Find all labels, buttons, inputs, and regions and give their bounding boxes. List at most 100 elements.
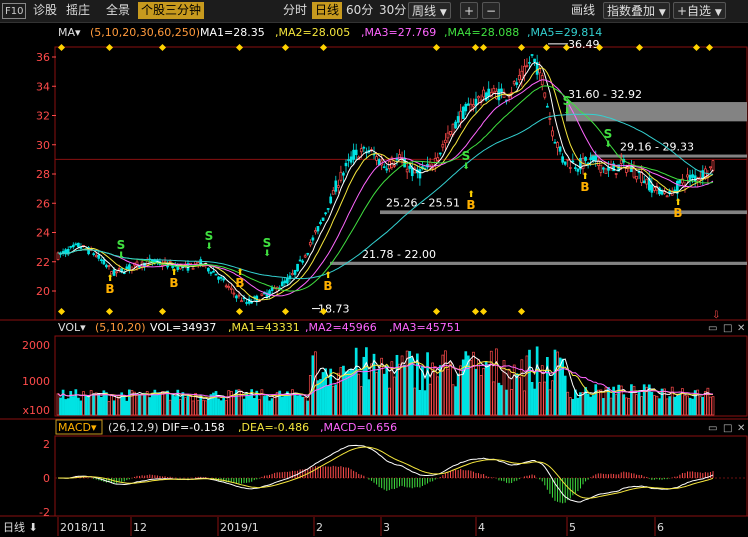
index-overlay-button[interactable]: 指数叠加 ▼ (603, 2, 670, 19)
vol-ma1-value: ,MA1=43331 (228, 321, 300, 334)
close-icon[interactable]: ✕ (737, 423, 745, 434)
volume-bar (584, 387, 587, 416)
volume-bar (574, 389, 577, 416)
volume-bar (382, 373, 386, 416)
candle-body (515, 82, 519, 85)
f10-button[interactable]: F10 (2, 3, 27, 19)
volume-bar (61, 389, 65, 416)
candle-body (579, 157, 582, 170)
add-watchlist-button[interactable]: +自选 ▼ (673, 2, 726, 19)
volume-tick-label: 2000 (22, 339, 50, 352)
volume-bar (497, 382, 501, 416)
candle-body (444, 139, 447, 144)
zoom-in-button[interactable]: + (460, 2, 478, 19)
volume-bar (219, 400, 223, 416)
ma-params: (5,10,20,30,60,250) (90, 26, 200, 39)
volume-bar (314, 351, 317, 416)
panorama-button[interactable]: 全景 (106, 3, 131, 17)
tab-daily[interactable]: 日线 (312, 2, 343, 19)
volume-bar (319, 379, 322, 416)
volume-bar (204, 400, 208, 416)
event-diamond-marker (235, 43, 244, 52)
candle-body (438, 152, 442, 155)
candle-body (311, 237, 315, 241)
volume-bar (607, 387, 610, 416)
event-diamond-marker (105, 43, 114, 52)
macd-label[interactable]: MACD▾ (58, 421, 97, 434)
ma5-value: ,MA5=29.814 (527, 26, 602, 39)
volume-bar (385, 365, 389, 416)
dealer-button[interactable]: 摇庄 (66, 3, 91, 17)
maximize-icon[interactable]: □ (723, 323, 732, 334)
draw-line-button[interactable]: 画线 (571, 3, 596, 17)
candle-body (624, 168, 628, 173)
dea-line (58, 446, 714, 499)
candle-body (548, 118, 552, 120)
volume-bar (454, 386, 457, 416)
volume-bar (377, 368, 381, 416)
maximize-icon[interactable]: □ (723, 423, 732, 434)
event-diamond-marker (635, 43, 644, 52)
buy-signal-arrow: ⬆ (324, 271, 332, 281)
volume-bar (87, 396, 90, 416)
volume-bar (321, 372, 325, 416)
candle-body (482, 89, 485, 98)
volume-bar (252, 398, 256, 416)
panel-menu-icon[interactable]: ▭ (708, 423, 717, 434)
volume-bar (161, 391, 164, 416)
candle-body (321, 217, 325, 221)
candle-body (314, 230, 317, 233)
weekly-label: 周线 (412, 4, 437, 18)
volume-bar (540, 365, 544, 416)
volume-bar (548, 389, 552, 416)
tab-30min[interactable]: 30分 (379, 3, 407, 17)
tab-60min[interactable]: 60分 (346, 3, 374, 17)
buy-signal-label: B (169, 276, 178, 290)
volume-bar (619, 385, 623, 416)
candle-body (390, 157, 394, 168)
candle-body (619, 159, 623, 165)
volume-bar (456, 373, 460, 416)
event-diamond-marker (57, 307, 66, 316)
volume-bar (247, 394, 251, 416)
dif-value: DIF=-0.158 (162, 421, 225, 434)
volume-bar (156, 392, 159, 416)
buy-signal-arrow: ⬆ (236, 268, 244, 278)
vol-label[interactable]: VOL▾ (58, 321, 86, 334)
candle-body (301, 260, 305, 263)
candle-body (436, 157, 440, 161)
candle-body (212, 270, 215, 273)
ma-label[interactable]: MA▾ (58, 26, 81, 39)
candle-body (441, 144, 445, 148)
volume-bar (196, 400, 200, 416)
buy-signal-label: B (673, 206, 682, 220)
volume-bar (673, 396, 677, 416)
zoom-out-button[interactable]: − (482, 2, 500, 19)
volume-bar (283, 394, 287, 416)
dif-line (57, 444, 714, 503)
volume-bar (609, 397, 613, 416)
candle-body (408, 165, 412, 169)
tab-weekly[interactable]: 周线 ▼ (408, 2, 451, 19)
volume-bar (263, 396, 266, 416)
candle-body (288, 275, 292, 280)
volume-bar (255, 390, 259, 416)
candle-body (296, 263, 299, 272)
candle-body (291, 273, 294, 276)
volume-bar (704, 391, 707, 416)
panel-menu-icon[interactable]: ▭ (708, 323, 717, 334)
tab-intraday[interactable]: 分时 (283, 3, 308, 17)
stock-3min-button[interactable]: 个股三分钟 (138, 2, 205, 19)
stock-chart[interactable]: MA▾ (5,10,20,30,60,250) MA1=28.35 ,MA2=2… (0, 22, 748, 537)
diagnose-stock-button[interactable]: 诊股 (33, 3, 58, 17)
candle-body (673, 189, 677, 192)
macd-selector-box[interactable] (55, 419, 103, 435)
close-icon[interactable]: ✕ (737, 323, 745, 334)
volume-bar (357, 373, 361, 416)
candle-body (535, 61, 539, 75)
event-diamond-marker (479, 43, 488, 52)
ma1-value: MA1=28.35 (200, 26, 265, 39)
period-selector[interactable]: 日线 ⬇ (3, 520, 38, 534)
volume-bar (201, 399, 205, 416)
y-tick-label: 20 (36, 285, 50, 298)
